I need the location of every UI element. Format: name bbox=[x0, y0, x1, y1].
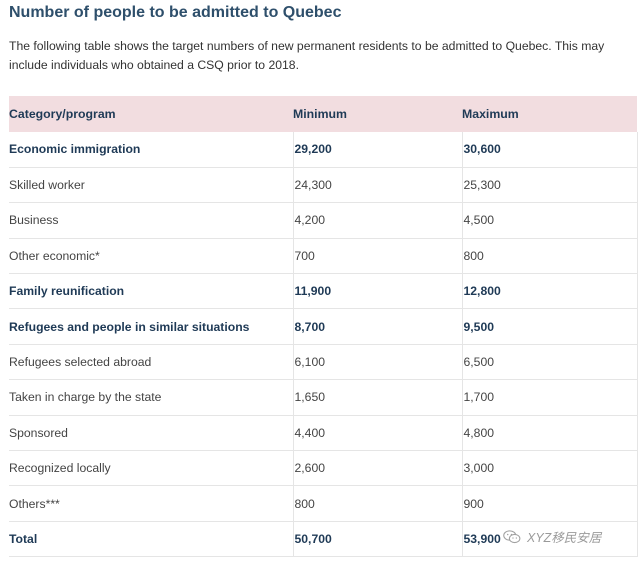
cell-minimum: 2,600 bbox=[293, 450, 463, 487]
table-row: Business 4,200 4,500 bbox=[9, 202, 638, 239]
header-maximum: Maximum bbox=[462, 107, 519, 121]
cell-category: Sponsored bbox=[9, 415, 294, 452]
cell-category: Refugees and people in similar situation… bbox=[9, 308, 294, 345]
cell-maximum: 3,000 bbox=[462, 450, 638, 487]
cell-category: Recognized locally bbox=[9, 450, 294, 487]
cell-minimum: 6,100 bbox=[293, 344, 463, 381]
cell-category: Total bbox=[9, 521, 294, 558]
cell-maximum: 6,500 bbox=[462, 344, 638, 381]
cell-minimum: 24,300 bbox=[293, 167, 463, 204]
cell-maximum: 900 bbox=[462, 485, 638, 522]
cell-minimum: 8,700 bbox=[293, 308, 463, 345]
table-row: Family reunification 11,900 12,800 bbox=[9, 273, 638, 310]
watermark: XYZ移民安居 bbox=[503, 527, 601, 546]
table-row: Other economic* 700 800 bbox=[9, 238, 638, 275]
cell-minimum: 50,700 bbox=[293, 521, 463, 558]
cell-category: Family reunification bbox=[9, 273, 294, 310]
cell-maximum: 4,500 bbox=[462, 202, 638, 239]
table-body: Economic immigration 29,200 30,600 Skilled… bbox=[9, 132, 638, 558]
table-header-row: Category/program Minimum Maximum bbox=[9, 96, 637, 132]
cell-category: Taken in charge by the state bbox=[9, 379, 294, 416]
cell-maximum: 12,800 bbox=[462, 273, 638, 310]
table-row: Skilled worker 24,300 25,300 bbox=[9, 167, 638, 204]
cell-maximum: 25,300 bbox=[462, 167, 638, 204]
immigration-targets-table: Category/program Minimum Maximum Economi… bbox=[9, 96, 638, 558]
cell-minimum: 1,650 bbox=[293, 379, 463, 416]
wechat-icon bbox=[503, 529, 521, 543]
cell-minimum: 700 bbox=[293, 238, 463, 275]
cell-category: Refugees selected abroad bbox=[9, 344, 294, 381]
cell-minimum: 800 bbox=[293, 485, 463, 522]
table-row: Recognized locally 2,600 3,000 bbox=[9, 450, 638, 487]
cell-maximum: 53,900 bbox=[462, 521, 638, 558]
cell-category: Economic immigration bbox=[9, 132, 294, 168]
cell-maximum: 800 bbox=[462, 238, 638, 275]
header-category: Category/program bbox=[9, 107, 116, 121]
cell-category: Skilled worker bbox=[9, 167, 294, 204]
table-row: Refugees and people in similar situation… bbox=[9, 308, 638, 345]
table-row: Refugees selected abroad 6,100 6,500 bbox=[9, 344, 638, 381]
cell-maximum: 4,800 bbox=[462, 415, 638, 452]
cell-category: Other economic* bbox=[9, 238, 294, 275]
watermark-text: XYZ移民安居 bbox=[527, 531, 602, 545]
cell-minimum: 11,900 bbox=[293, 273, 463, 310]
table-row: Others*** 800 900 bbox=[9, 485, 638, 522]
cell-maximum: 1,700 bbox=[462, 379, 638, 416]
immigration-table-container: Category/program Minimum Maximum Economi… bbox=[9, 96, 638, 558]
table-row: Sponsored 4,400 4,800 bbox=[9, 415, 638, 452]
header-minimum: Minimum bbox=[293, 107, 347, 121]
cell-category: Business bbox=[9, 202, 294, 239]
table-row: Economic immigration 29,200 30,600 bbox=[9, 132, 638, 168]
page-title: Number of people to be admitted to Quebe… bbox=[9, 4, 342, 21]
cell-minimum: 4,400 bbox=[293, 415, 463, 452]
cell-maximum: 30,600 bbox=[462, 132, 638, 168]
cell-minimum: 4,200 bbox=[293, 202, 463, 239]
cell-maximum: 9,500 bbox=[462, 308, 638, 345]
table-row: Taken in charge by the state 1,650 1,700 bbox=[9, 379, 638, 416]
cell-category: Others*** bbox=[9, 485, 294, 522]
intro-paragraph: The following table shows the target num… bbox=[9, 39, 605, 72]
cell-minimum: 29,200 bbox=[293, 132, 463, 168]
table-row: Total 50,700 53,900 bbox=[9, 521, 638, 558]
